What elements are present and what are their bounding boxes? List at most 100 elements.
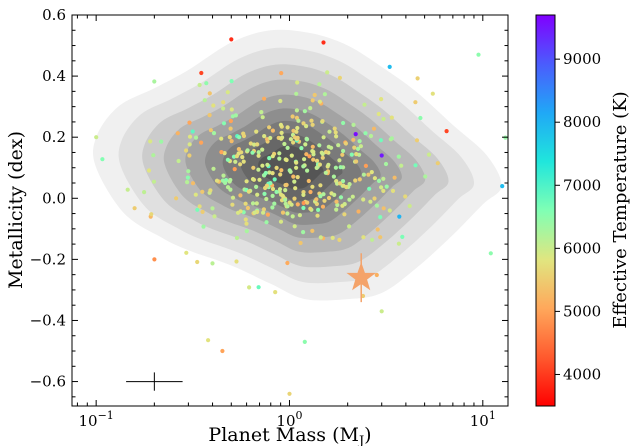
scatter-point <box>290 114 295 119</box>
scatter-point <box>488 251 493 256</box>
scatter-point <box>347 197 352 202</box>
scatter-point <box>321 135 326 140</box>
scatter-point <box>308 189 313 195</box>
scatter-point <box>295 125 300 131</box>
scatter-point <box>211 131 217 136</box>
scatter-point <box>403 194 408 199</box>
scatter-point <box>413 100 418 105</box>
scatter-point <box>270 154 275 159</box>
scatter-point <box>317 143 322 148</box>
scatter-point <box>234 259 239 264</box>
scatter-point <box>254 129 259 134</box>
scatter-point <box>233 113 238 118</box>
scatter-point <box>326 144 331 149</box>
scatter-point <box>337 237 342 242</box>
scatter-point <box>285 145 290 150</box>
scatter-point <box>295 175 300 180</box>
scatter-point <box>314 158 320 163</box>
scatter-point <box>280 210 286 215</box>
scatter-point <box>372 196 377 201</box>
scatter-point <box>354 152 359 157</box>
scatter-point <box>174 196 179 201</box>
scatter-point <box>232 167 237 172</box>
scatter-point <box>265 212 270 217</box>
x-tick-label: 101 <box>470 409 496 430</box>
scatter-point <box>256 167 261 172</box>
scatter-point <box>228 187 233 192</box>
scatter-point <box>175 131 180 136</box>
scatter-point <box>371 126 377 131</box>
scatter-point <box>234 235 240 241</box>
scatter-point <box>310 144 315 149</box>
scatter-point <box>318 183 323 188</box>
scatter-point <box>208 188 213 193</box>
scatter-point <box>430 91 435 96</box>
scatter-point <box>500 184 505 189</box>
scatter-point <box>353 132 358 137</box>
scatter-point <box>184 148 189 153</box>
scatter-point <box>238 209 243 214</box>
scatter-point <box>341 120 346 126</box>
x-tick-label: 100 <box>276 409 302 430</box>
scatter-point <box>270 128 275 133</box>
scatter-point <box>279 168 284 173</box>
scatter-point <box>301 230 306 235</box>
scatter-point <box>221 100 226 105</box>
scatter-point <box>211 166 216 171</box>
y-tick-label: −0.4 <box>30 311 66 329</box>
scatter-point <box>376 178 382 183</box>
scatter-point <box>259 110 264 115</box>
scatter-point <box>230 202 235 207</box>
y-axis-label: Metallicity (dex) <box>5 131 27 289</box>
scatter-point <box>193 192 198 197</box>
scatter-point <box>352 145 357 150</box>
scatter-point <box>279 71 284 76</box>
scatter-point <box>327 129 332 134</box>
scatter-point <box>361 235 366 240</box>
scatter-point <box>423 174 428 179</box>
scatter-point <box>254 184 259 189</box>
y-axis: 0.6 0.4 0.2 0.0 −0.2 −0.4 −0.6 <box>30 6 508 398</box>
scatter-point <box>351 137 356 142</box>
scatter-point <box>256 150 261 155</box>
scatter-point <box>277 187 283 192</box>
scatter-point <box>292 196 297 201</box>
scatter-point <box>384 184 389 189</box>
scatter-point <box>362 102 367 107</box>
scatter-point <box>272 177 277 182</box>
scatter-point <box>301 205 306 211</box>
scatter-point <box>290 214 295 219</box>
scatter-point <box>310 184 315 189</box>
scatter-point <box>367 186 372 191</box>
y-tick-label: 0.4 <box>42 67 66 85</box>
scatter-point <box>390 188 396 193</box>
scatter-point <box>262 191 267 196</box>
scatter-point <box>262 96 267 101</box>
scatter-point <box>228 177 233 183</box>
scatter-point <box>293 186 298 191</box>
scatter-point <box>211 103 216 108</box>
scatter-point <box>342 202 347 207</box>
scatter-point <box>229 139 234 144</box>
scatter-point <box>302 109 307 114</box>
scatter-point <box>289 202 294 207</box>
scatter-point <box>279 136 284 141</box>
scatter-point <box>272 201 277 206</box>
scatter-point <box>132 206 137 211</box>
scatter-point <box>221 121 227 126</box>
scatter-point <box>199 140 204 145</box>
scatter-point <box>152 257 157 262</box>
scatter-point <box>236 147 241 152</box>
scatter-point <box>476 52 481 57</box>
scatter-point <box>341 148 346 154</box>
scatter-point <box>199 70 204 76</box>
scatter-point <box>357 139 362 144</box>
scatter-point <box>241 159 246 164</box>
scatter-point <box>341 183 346 188</box>
scatter-point <box>337 181 343 186</box>
scatter-point <box>285 125 290 130</box>
scatter-point <box>318 194 323 199</box>
scatter-point <box>301 192 306 197</box>
scatter-point <box>225 157 230 162</box>
scatter-point <box>270 205 275 210</box>
